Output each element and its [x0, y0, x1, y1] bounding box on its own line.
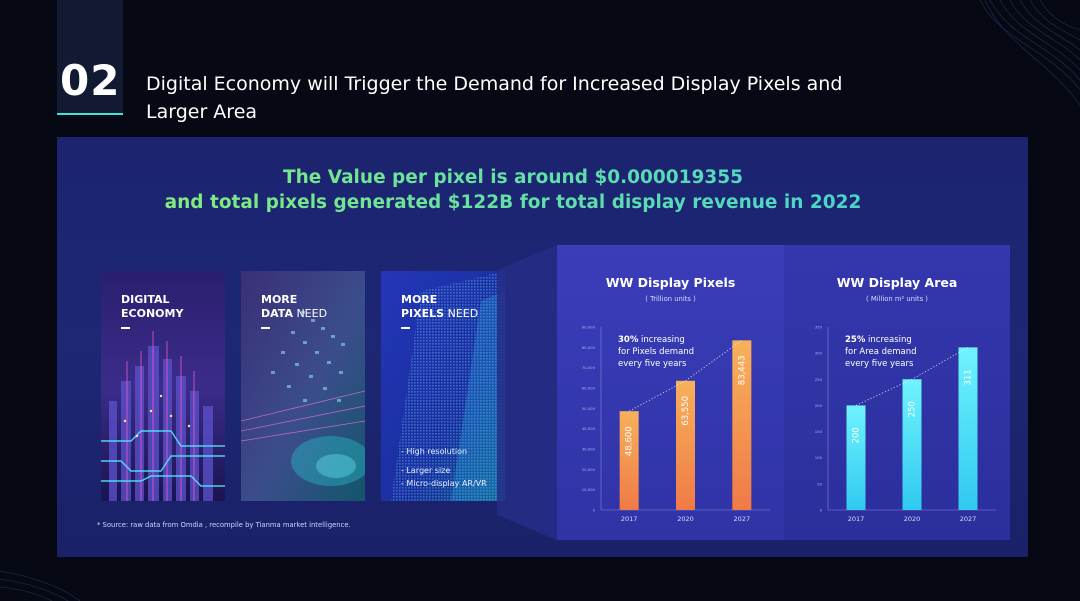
annotation-line2: for Area demand — [845, 347, 917, 357]
section-title-line1: Digital Economy will Trigger the Demand … — [146, 73, 843, 95]
bar-value-label: 63,550 — [681, 396, 691, 426]
bar-2027 — [958, 347, 978, 510]
bar-2017 — [619, 411, 639, 510]
card-bullet-list: - High resolution - Larger size - Micro-… — [401, 445, 487, 490]
bar-2020 — [676, 380, 695, 510]
y-tick-label: 0 — [593, 508, 596, 513]
y-tick-label: 300 — [815, 351, 823, 356]
headline: The Value per pixel is around $0.0000193… — [57, 165, 969, 215]
chart-title: WW Display Area — [837, 275, 958, 290]
card-title: DIGITAL ECONOMY — [121, 293, 183, 321]
y-tick-label: 350 — [815, 325, 823, 330]
card-title-light: NEED — [444, 307, 479, 320]
chart-panel-pixels: WW Display Pixels ( Trillion units ) 0 10,0… — [557, 245, 784, 540]
card-title-bold: PIXELS — [401, 307, 445, 320]
trend-line — [628, 340, 743, 412]
chart-subtitle: ( Trillion units ) — [645, 295, 696, 303]
x-tick-label: 2017 — [621, 515, 638, 523]
annotation-line1: 30% increasing — [618, 335, 685, 345]
card-dash — [401, 327, 410, 329]
chart-ww-display-pixels: WW Display Pixels ( Trillion units ) 0 10,0… — [582, 275, 770, 523]
card-title-line1: MORE — [401, 293, 438, 306]
chart-panel-area: WW Display Area ( Million m² units ) 0 50 10… — [784, 245, 1010, 540]
bar-2027 — [732, 340, 752, 510]
card-digital-economy: DIGITAL ECONOMY — [101, 271, 225, 501]
card-more-data-need: MORE DATA NEED — [241, 271, 365, 501]
y-tick-label: 150 — [815, 429, 823, 434]
card-dash — [121, 327, 130, 329]
y-tick-label: 100 — [815, 455, 823, 460]
y-tick-label: 20,000 — [582, 467, 596, 472]
section-title: Digital Economy will Trigger the Demand … — [146, 70, 926, 126]
data-illustration — [241, 271, 365, 501]
bar-value-label: 200 — [852, 427, 862, 443]
y-tick-label: 10,000 — [582, 487, 596, 492]
y-tick-label: 70,000 — [582, 365, 596, 370]
chart-subtitle: ( Million m² units ) — [866, 295, 928, 303]
y-tick-label: 80,000 — [582, 345, 596, 350]
annotation-line3: every five years — [845, 359, 914, 369]
chart-ww-display-area: WW Display Area ( Million m² units ) 0 50 10… — [815, 275, 996, 523]
bar-value-label: 311 — [964, 369, 974, 385]
card-more-pixels-need: MORE PIXELS NEED - High resolution - Lar… — [381, 271, 505, 501]
card-title-bold: DATA — [261, 307, 293, 320]
section-number: 02 — [60, 56, 121, 105]
trend-line — [855, 347, 969, 406]
x-tick-label: 2020 — [904, 515, 921, 523]
bullet-micro-display: - Micro-display AR/VR — [401, 479, 487, 488]
section-number-underline — [57, 113, 123, 115]
card-dash — [261, 327, 270, 329]
card-title-line2: ECONOMY — [121, 307, 184, 320]
x-tick-label: 2020 — [677, 515, 694, 523]
y-tick-label: 40,000 — [582, 426, 596, 431]
card-title-line2: DATA NEED — [261, 307, 327, 321]
pixels-illustration — [381, 271, 505, 501]
content-panel: The Value per pixel is around $0.0000193… — [57, 137, 1028, 557]
chart-connector-shape — [497, 245, 557, 540]
bar-value-label: 250 — [908, 401, 918, 417]
headline-line2: and total pixels generated $122B for tot… — [164, 192, 862, 213]
y-tick-label: 200 — [815, 403, 823, 408]
section-number-box — [57, 0, 123, 115]
bar-value-label: 48,600 — [625, 426, 635, 456]
annotation-line1: 25% increasing — [845, 335, 912, 345]
chart-title: WW Display Pixels — [606, 275, 736, 290]
y-tick-label: 0 — [820, 508, 823, 513]
bullet-high-resolution: - High resolution — [401, 447, 468, 456]
bar-value-label: 83,443 — [737, 355, 747, 385]
y-tick-label: 50,000 — [582, 406, 596, 411]
annotation-line3: every five years — [618, 359, 687, 369]
x-tick-label: 2017 — [848, 515, 865, 523]
y-tick-label: 250 — [815, 377, 823, 382]
card-title-line1: MORE — [261, 293, 298, 306]
card-title-line2: PIXELS NEED — [401, 307, 478, 321]
card-title-light: NEED — [292, 307, 328, 320]
background-swirl-decoration-bottom — [0, 570, 81, 601]
x-tick-label: 2027 — [960, 515, 977, 523]
y-tick-label: 60,000 — [582, 386, 596, 391]
headline-line1: The Value per pixel is around $0.0000193… — [282, 167, 744, 188]
annotation-line2: for Pixels demand — [618, 347, 694, 357]
section-title-line2: Larger Area — [146, 101, 258, 123]
x-tick-label: 2027 — [734, 515, 751, 523]
card-title-line1: DIGITAL — [121, 293, 170, 306]
card-title: MORE DATA NEED — [261, 293, 327, 321]
bar-2020 — [902, 379, 922, 510]
source-note: * Source: raw data from Omdia , recompil… — [97, 521, 351, 529]
y-tick-label: 50 — [817, 481, 822, 486]
bar-2017 — [846, 405, 866, 510]
bullet-larger-size: - Larger size — [401, 466, 451, 475]
y-tick-label: 90,000 — [582, 325, 596, 330]
city-illustration — [101, 271, 225, 501]
background-swirl-decoration — [979, 0, 1080, 106]
card-title: MORE PIXELS NEED — [401, 293, 478, 321]
y-tick-label: 30,000 — [582, 447, 596, 452]
